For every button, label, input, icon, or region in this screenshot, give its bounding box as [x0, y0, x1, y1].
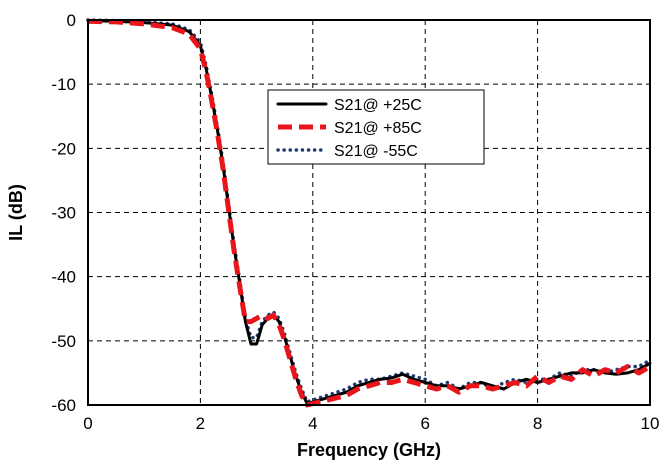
y-tick-label: -40 — [51, 268, 76, 287]
y-tick-label: -50 — [51, 332, 76, 351]
x-axis-title: Frequency (GHz) — [297, 440, 441, 460]
x-tick-label: 8 — [533, 414, 542, 433]
y-tick-label: -30 — [51, 204, 76, 223]
series-line — [86, 18, 652, 404]
grid-lines — [88, 20, 650, 405]
y-tick-label: -60 — [51, 396, 76, 415]
x-tick-label: 4 — [308, 414, 317, 433]
x-tick-label: 0 — [83, 414, 92, 433]
x-tick-label: 10 — [641, 414, 660, 433]
y-tick-label: -20 — [51, 139, 76, 158]
x-tick-label: 6 — [420, 414, 429, 433]
y-tick-label: -10 — [51, 75, 76, 94]
legend: S21@ +25C S21@ +85C S21@ -55C — [267, 89, 485, 165]
y-axis-title: IL (dB) — [6, 184, 26, 241]
x-tick-label: 2 — [196, 414, 205, 433]
series-line — [87, 18, 652, 408]
legend-label: S21@ +85C — [334, 120, 422, 137]
series-layer — [86, 18, 652, 408]
plot-frame — [87, 19, 651, 406]
tick-labels: 0 2 4 6 8 10 0 -10 -20 -30 -40 -50 -60 — [51, 11, 659, 433]
legend-label: S21@ -55C — [334, 143, 418, 160]
legend-label: S21@ +25C — [334, 97, 422, 114]
y-tick-label: 0 — [67, 11, 76, 30]
